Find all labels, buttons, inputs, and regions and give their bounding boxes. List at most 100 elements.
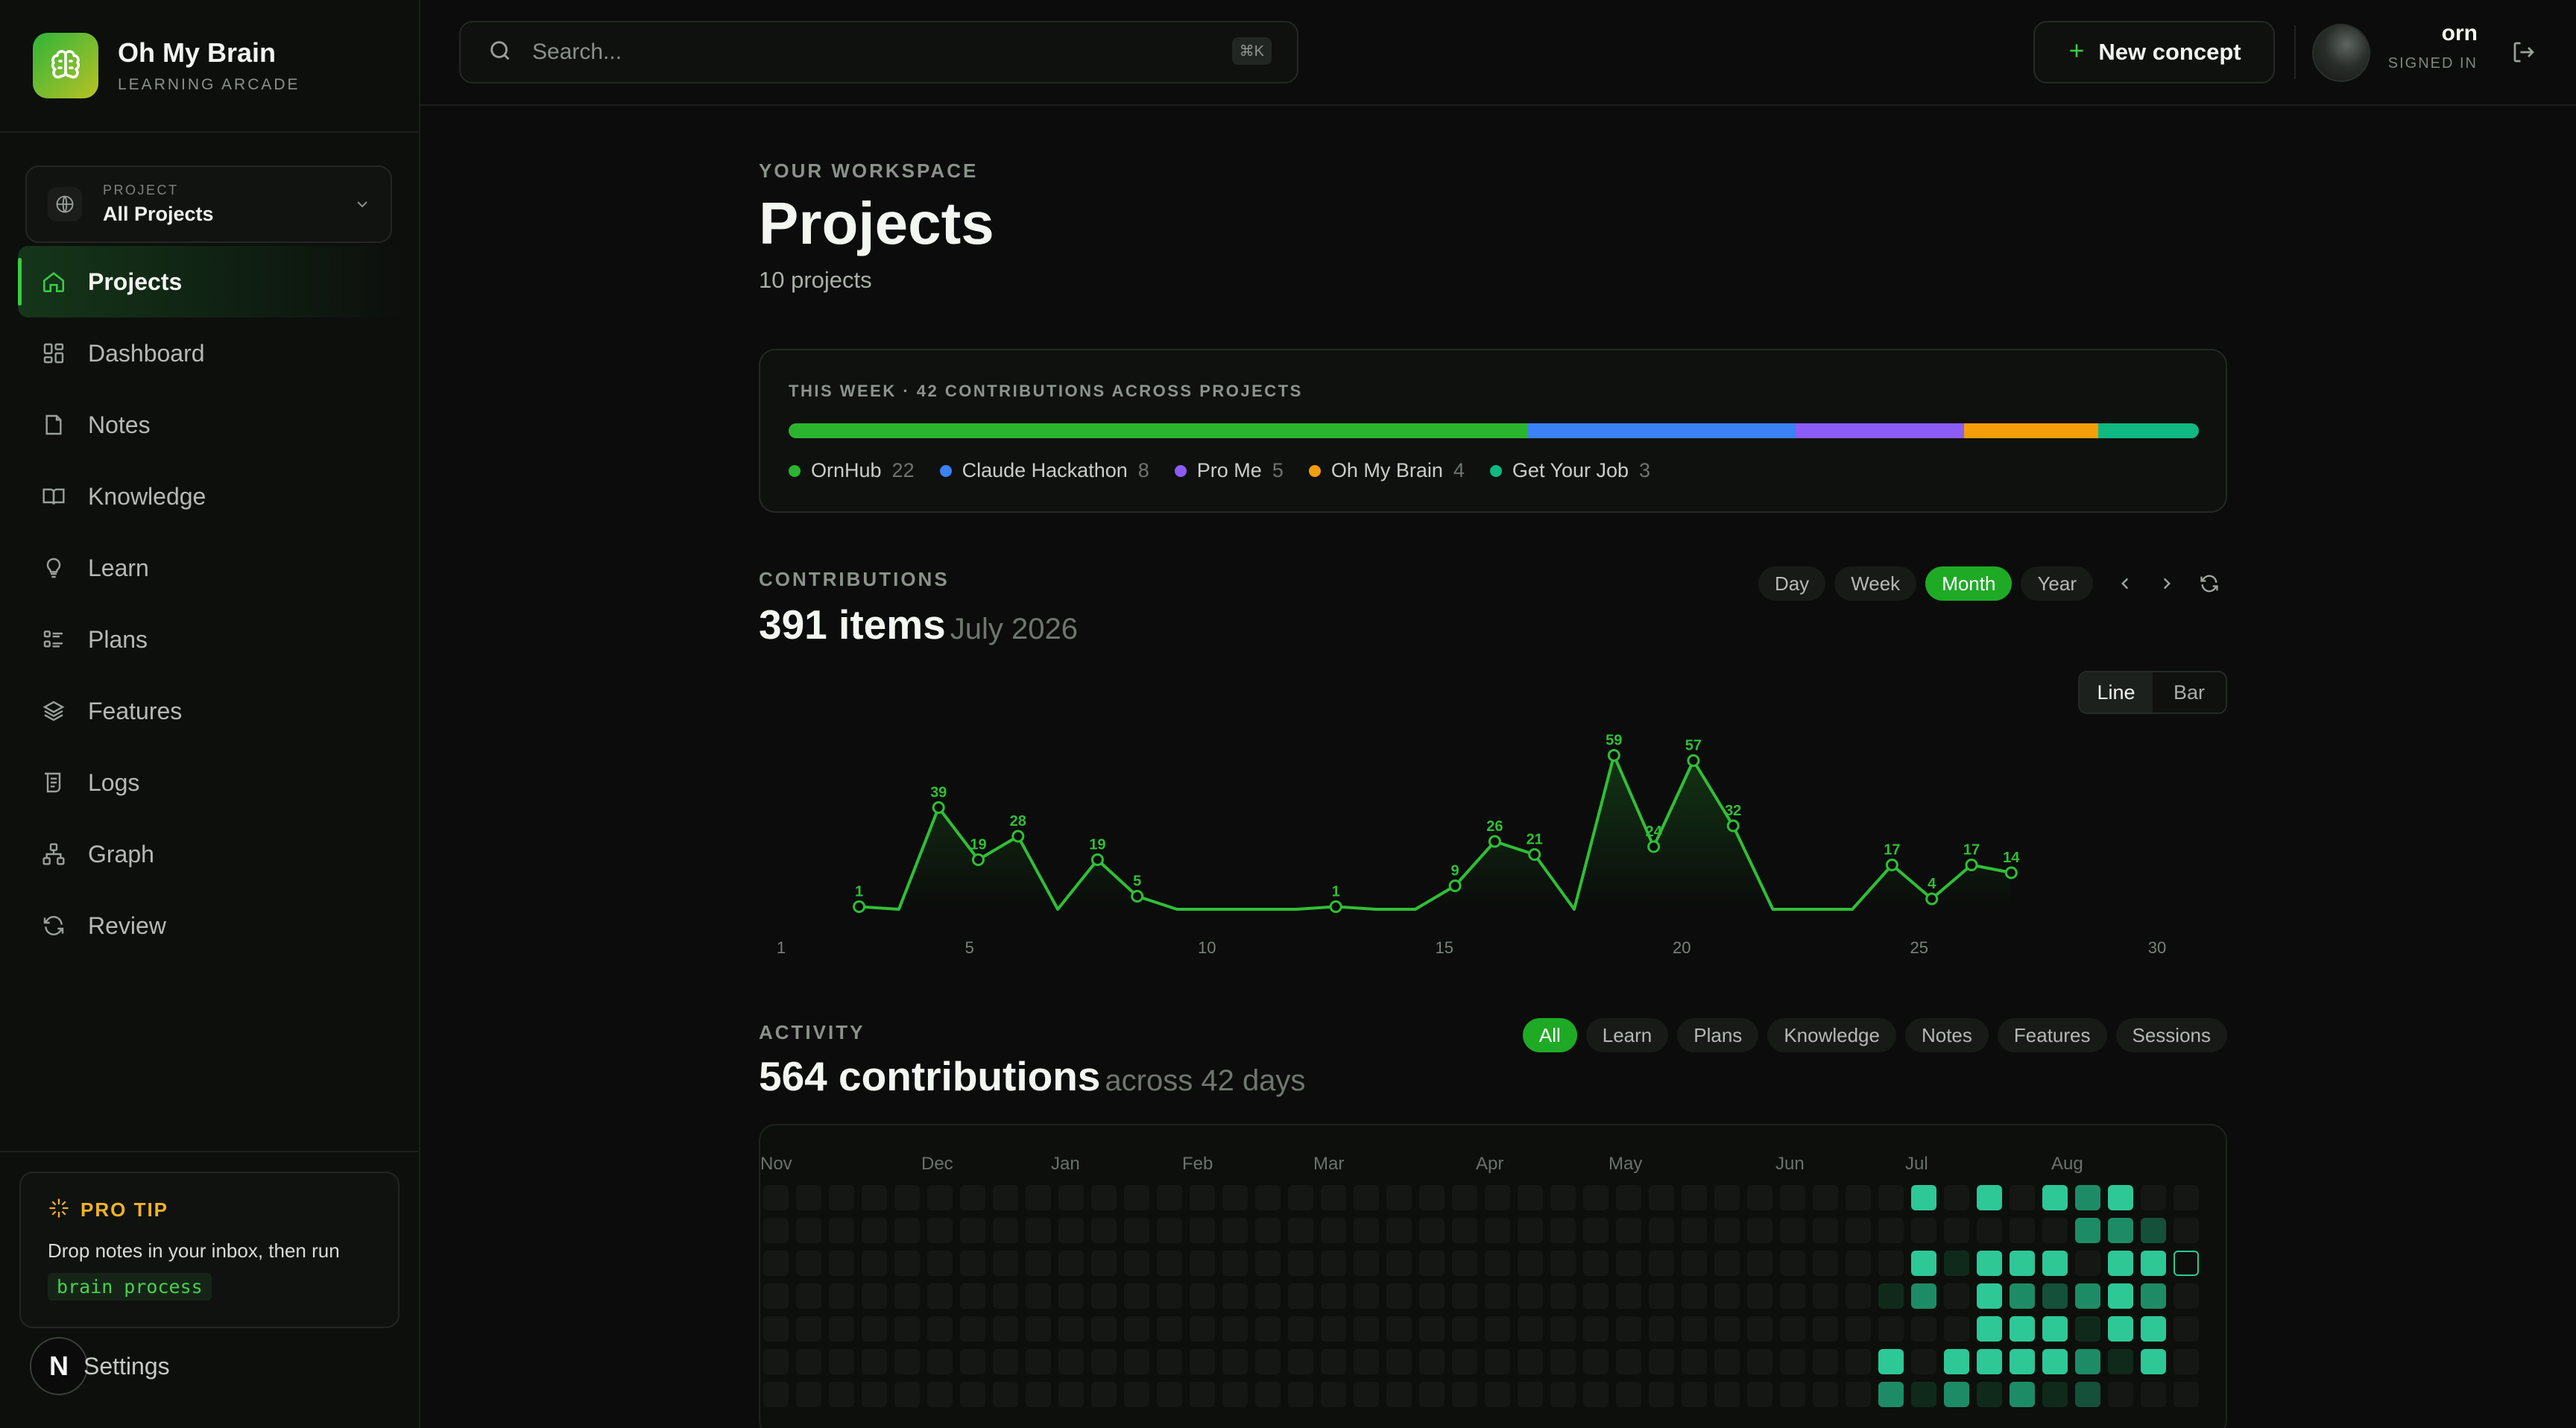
heatmap-cell[interactable] <box>1649 1251 1674 1276</box>
heatmap-cell[interactable] <box>894 1283 920 1309</box>
heatmap-cell[interactable] <box>1813 1185 1838 1210</box>
heatmap-cell[interactable] <box>1419 1251 1445 1276</box>
chart-point[interactable] <box>1329 900 1342 913</box>
heatmap-cell[interactable] <box>2108 1316 2133 1342</box>
heatmap-cell[interactable] <box>1583 1283 1609 1309</box>
heatmap-cell[interactable] <box>894 1349 920 1374</box>
heatmap-cell[interactable] <box>2075 1283 2100 1309</box>
heatmap-cell[interactable] <box>1485 1283 1510 1309</box>
legend-item[interactable]: Oh My Brain 4 <box>1308 459 1465 482</box>
heatmap-cell[interactable] <box>1026 1283 1051 1309</box>
heatmap-cell[interactable] <box>1485 1218 1510 1243</box>
heatmap-cell[interactable] <box>894 1382 920 1407</box>
heatmap-cell[interactable] <box>1583 1382 1609 1407</box>
heatmap-cell[interactable] <box>1616 1218 1641 1243</box>
heatmap-cell[interactable] <box>1747 1349 1772 1374</box>
heatmap-cell[interactable] <box>1780 1185 1805 1210</box>
heatmap-cell[interactable] <box>2141 1349 2166 1374</box>
heatmap-cell[interactable] <box>1550 1185 1576 1210</box>
heatmap-cell[interactable] <box>2141 1382 2166 1407</box>
filter-knowledge-button[interactable]: Knowledge <box>1767 1018 1896 1052</box>
heatmap-cell[interactable] <box>796 1349 821 1374</box>
settings-link[interactable]: N Settings <box>30 1337 170 1395</box>
legend-item[interactable]: Get Your Job 3 <box>1489 459 1650 482</box>
heatmap-cell[interactable] <box>927 1283 953 1309</box>
heatmap-cell[interactable] <box>1747 1185 1772 1210</box>
legend-item[interactable]: OrnHub 22 <box>789 459 915 482</box>
heatmap-cell[interactable] <box>1944 1349 1969 1374</box>
heatmap-cell[interactable] <box>2108 1382 2133 1407</box>
heatmap-cell[interactable] <box>1124 1316 1149 1342</box>
heatmap-cell[interactable] <box>1091 1349 1117 1374</box>
heatmap-cell[interactable] <box>2042 1218 2068 1243</box>
heatmap-cell[interactable] <box>1419 1316 1445 1342</box>
heatmap-cell[interactable] <box>1977 1185 2002 1210</box>
heatmap-cell[interactable] <box>1878 1316 1904 1342</box>
heatmap-cell[interactable] <box>960 1382 985 1407</box>
heatmap-cell[interactable] <box>1911 1382 1936 1407</box>
heatmap-cell[interactable] <box>862 1251 887 1276</box>
chart-point[interactable] <box>1925 892 1939 906</box>
heatmap-cell[interactable] <box>1124 1185 1149 1210</box>
heatmap-cell[interactable] <box>796 1382 821 1407</box>
heatmap-cell[interactable] <box>1616 1316 1641 1342</box>
heatmap-cell[interactable] <box>1321 1218 1346 1243</box>
heatmap-cell[interactable] <box>1190 1251 1215 1276</box>
heatmap-cell[interactable] <box>2174 1185 2199 1210</box>
chart-point[interactable] <box>932 801 945 814</box>
heatmap-cell[interactable] <box>1747 1218 1772 1243</box>
chart-point[interactable] <box>1647 840 1661 853</box>
sidebar-item-plans[interactable]: Plans <box>18 604 402 675</box>
heatmap-cell[interactable] <box>862 1382 887 1407</box>
heatmap-cell[interactable] <box>1452 1316 1477 1342</box>
heatmap-cell[interactable] <box>1550 1251 1576 1276</box>
heatmap-cell[interactable] <box>2108 1185 2133 1210</box>
heatmap-cell[interactable] <box>1977 1382 2002 1407</box>
heatmap-cell[interactable] <box>2174 1251 2199 1276</box>
heatmap-cell[interactable] <box>862 1316 887 1342</box>
heatmap-cell[interactable] <box>2010 1251 2035 1276</box>
heatmap-cell[interactable] <box>1878 1349 1904 1374</box>
heatmap-cell[interactable] <box>993 1382 1018 1407</box>
heatmap-cell[interactable] <box>796 1218 821 1243</box>
avatar[interactable] <box>2312 24 2370 82</box>
heatmap-cell[interactable] <box>1714 1185 1740 1210</box>
heatmap-cell[interactable] <box>1944 1316 1969 1342</box>
heatmap-cell[interactable] <box>2010 1382 2035 1407</box>
heatmap-cell[interactable] <box>1026 1251 1051 1276</box>
heatmap-cell[interactable] <box>1222 1283 1248 1309</box>
heatmap-cell[interactable] <box>2010 1185 2035 1210</box>
chart-point[interactable] <box>1607 749 1620 762</box>
heatmap-cell[interactable] <box>993 1185 1018 1210</box>
heatmap-cell[interactable] <box>1091 1185 1117 1210</box>
heatmap-cell[interactable] <box>1977 1349 2002 1374</box>
heatmap-cell[interactable] <box>1026 1349 1051 1374</box>
heatmap-cell[interactable] <box>1255 1283 1281 1309</box>
heatmap-cell[interactable] <box>1026 1382 1051 1407</box>
heatmap-cell[interactable] <box>1682 1382 1707 1407</box>
heatmap-cell[interactable] <box>1190 1382 1215 1407</box>
heatmap-cell[interactable] <box>2042 1316 2068 1342</box>
heatmap-cell[interactable] <box>1714 1251 1740 1276</box>
heatmap-cell[interactable] <box>1419 1382 1445 1407</box>
heatmap-cell[interactable] <box>1091 1382 1117 1407</box>
heatmap-cell[interactable] <box>1452 1283 1477 1309</box>
heatmap-cell[interactable] <box>2108 1251 2133 1276</box>
heatmap-cell[interactable] <box>2174 1218 2199 1243</box>
filter-features-button[interactable]: Features <box>1997 1018 2107 1052</box>
heatmap-cell[interactable] <box>1846 1283 1871 1309</box>
heatmap-cell[interactable] <box>1583 1218 1609 1243</box>
heatmap-cell[interactable] <box>1419 1349 1445 1374</box>
heatmap-cell[interactable] <box>1518 1316 1543 1342</box>
heatmap-cell[interactable] <box>862 1185 887 1210</box>
heatmap-cell[interactable] <box>1649 1218 1674 1243</box>
heatmap-cell[interactable] <box>1682 1316 1707 1342</box>
heatmap-cell[interactable] <box>1780 1349 1805 1374</box>
filter-sessions-button[interactable]: Sessions <box>2115 1018 2227 1052</box>
heatmap-cell[interactable] <box>1157 1251 1182 1276</box>
heatmap-cell[interactable] <box>2010 1316 2035 1342</box>
chart-point[interactable] <box>1448 879 1462 892</box>
heatmap-cell[interactable] <box>1419 1218 1445 1243</box>
heatmap-cell[interactable] <box>1780 1251 1805 1276</box>
heatmap-cell[interactable] <box>1714 1283 1740 1309</box>
